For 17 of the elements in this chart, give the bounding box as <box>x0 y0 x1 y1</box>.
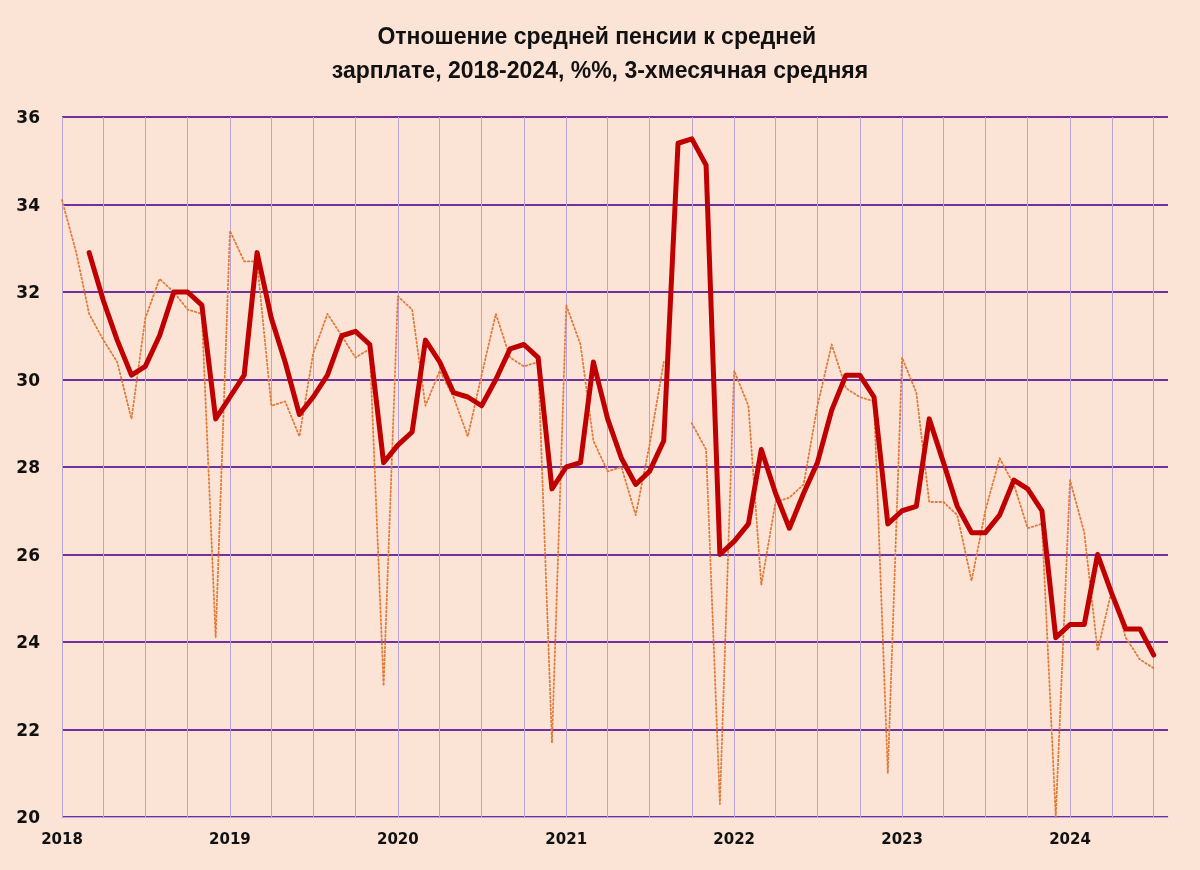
y-tick-label: 20 <box>16 807 41 827</box>
y-tick-label: 32 <box>16 282 40 302</box>
chart-title: Отношение средней пенсии к средней зарплате, 2018-2024, %%, 3-хмесячная средняя <box>331 23 869 83</box>
y-tick-label: 36 <box>16 107 40 127</box>
y-tick-label: 30 <box>16 369 41 390</box>
y-tick-label: 28 <box>16 457 40 477</box>
x-tick-label: 2019 <box>209 829 251 848</box>
x-tick-label: 2021 <box>545 829 588 848</box>
y-tick-label: 24 <box>16 632 41 652</box>
y-tick-label: 34 <box>16 194 41 215</box>
x-tick-label: 2020 <box>376 829 419 848</box>
x-tick-label: 2018 <box>41 829 83 848</box>
x-tick-label: 2024 <box>1049 829 1091 848</box>
y-tick-label: 22 <box>16 719 40 740</box>
y-tick-label: 26 <box>16 544 40 565</box>
x-tick-label: 2022 <box>713 829 756 848</box>
x-tick-label: 2023 <box>881 829 923 848</box>
